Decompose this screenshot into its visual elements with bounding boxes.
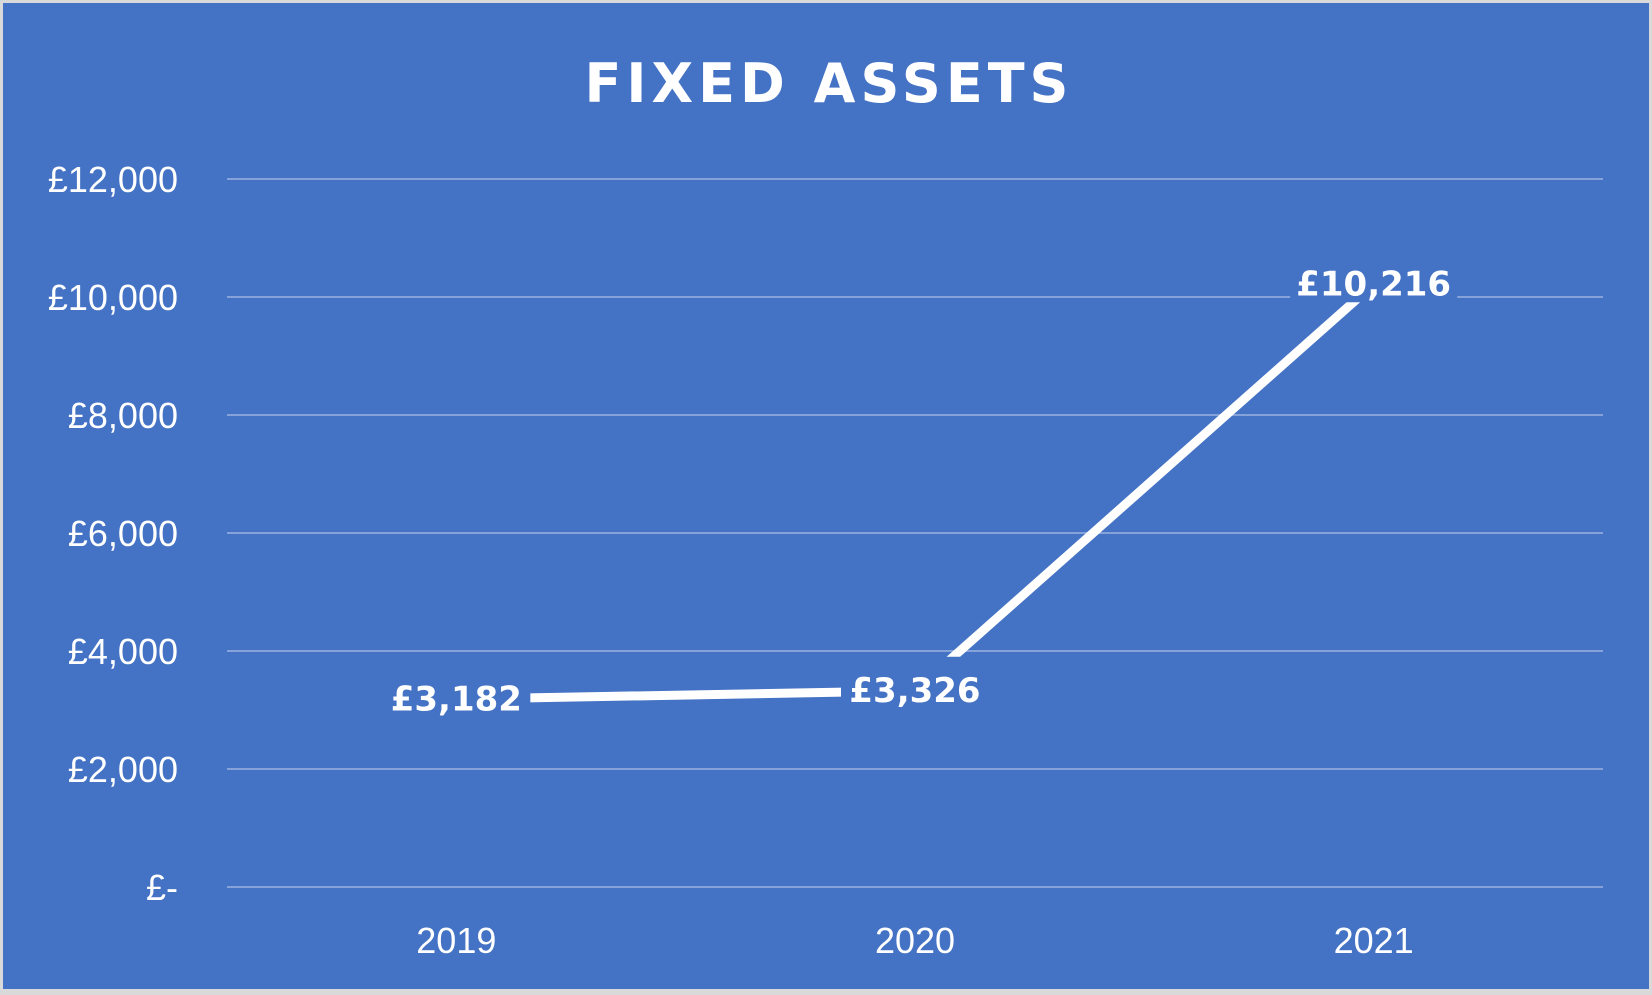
data-label: £3,326: [849, 671, 980, 711]
y-tick-label: £6,000: [68, 513, 178, 554]
y-tick-label: £12,000: [48, 159, 178, 200]
series-line-layer: [456, 280, 1377, 704]
data-label: £10,216: [1296, 264, 1451, 304]
series-line: [456, 280, 1377, 704]
data-label-background: [1290, 250, 1458, 303]
chart-title: FIXED ASSETS: [585, 52, 1074, 115]
y-axis-tick-labels: £- £2,000 £4,000 £6,000 £8,000 £10,000 £12,000: [48, 159, 178, 908]
x-axis-tick-labels: 2019 2020 2021: [416, 920, 1413, 961]
data-labels: £3,182 £3,326 £10,216: [382, 250, 1458, 719]
y-tick-label: £8,000: [68, 395, 178, 436]
data-label-background: [841, 656, 989, 709]
y-tick-label: £2,000: [68, 749, 178, 790]
line-chart: FIXED ASSETS £-£2,000£4,000£6,000£8,000£…: [48, 52, 1603, 961]
y-tick-label: £4,000: [68, 631, 178, 672]
x-tick-label: 2020: [875, 920, 955, 961]
data-label: £3,182: [391, 679, 522, 719]
y-tick-label: £10,000: [48, 277, 178, 318]
x-tick-label: 2021: [1334, 920, 1414, 961]
data-label-background: [382, 665, 531, 718]
drop-lines: [454, 324, 1376, 883]
y-tick-label: £-: [146, 867, 178, 908]
x-tick-label: 2019: [416, 920, 496, 961]
